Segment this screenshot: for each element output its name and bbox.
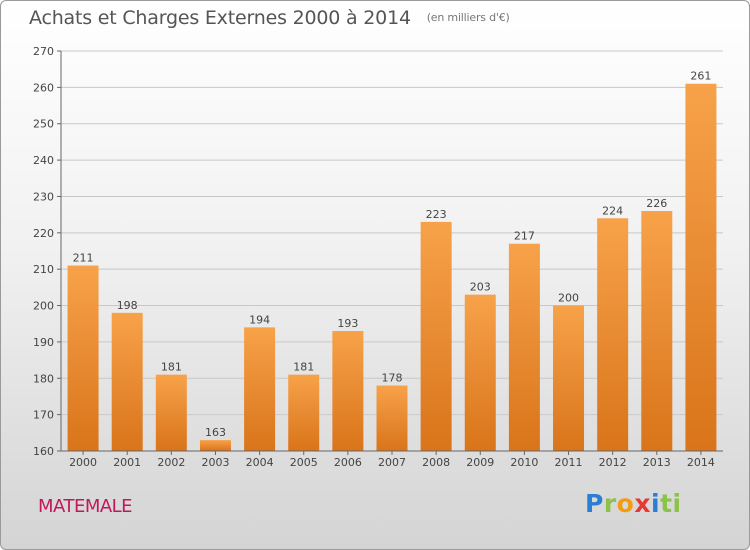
x-tick-label: 2001 xyxy=(113,456,141,469)
data-label: 261 xyxy=(690,70,711,83)
proxiti-logo: Proxiti xyxy=(585,489,682,518)
bar xyxy=(641,211,673,451)
x-tick-label: 2003 xyxy=(201,456,229,469)
logo-letter: ti xyxy=(660,489,682,518)
chart-title: Achats et Charges Externes 2000 à 2014 (… xyxy=(29,7,510,29)
bar xyxy=(199,440,231,451)
bar xyxy=(685,83,717,452)
data-label: 217 xyxy=(514,230,535,243)
logo-letter: i xyxy=(651,489,661,518)
y-axis: 160 170 180 190 200 210 220 230 240 250 260 270 xyxy=(33,45,62,458)
bar xyxy=(111,312,143,451)
x-tick-label: 2013 xyxy=(643,456,671,469)
x-tick-label: 2006 xyxy=(334,456,362,469)
y-tick-label: 180 xyxy=(33,372,54,385)
y-tick-label: 240 xyxy=(33,154,54,167)
y-tick-label: 250 xyxy=(33,118,54,131)
data-label: 203 xyxy=(470,281,491,294)
bar xyxy=(420,221,452,451)
commune-name: MATEMALE xyxy=(38,496,133,517)
data-label: 226 xyxy=(646,197,667,210)
x-tick-label: 2004 xyxy=(246,456,274,469)
y-tick-label: 200 xyxy=(33,300,54,313)
y-tick-label: 170 xyxy=(33,409,54,422)
bar xyxy=(67,265,99,451)
x-tick-label: 2011 xyxy=(555,456,583,469)
logo-letter: o xyxy=(616,489,635,518)
y-tick-label: 210 xyxy=(33,263,54,276)
data-label: 178 xyxy=(382,372,403,385)
data-label: 198 xyxy=(117,299,138,312)
x-axis: 2000 2001 2002 2003 2004 2005 2006 2007 2008 2009… xyxy=(61,450,723,469)
x-tick-label: 2010 xyxy=(510,456,538,469)
x-tick-label: 2007 xyxy=(378,456,406,469)
x-tick-label: 2012 xyxy=(599,456,627,469)
bar xyxy=(332,331,364,451)
data-label: 193 xyxy=(337,317,358,330)
chart-subtitle: (en milliers d'€) xyxy=(426,11,510,24)
data-label: 211 xyxy=(73,252,94,265)
y-tick-label: 230 xyxy=(33,190,54,203)
logo-letter: r xyxy=(603,489,617,518)
y-tick-label: 270 xyxy=(33,45,54,58)
x-tick-label: 2000 xyxy=(69,456,97,469)
data-label: 224 xyxy=(602,204,623,217)
bar xyxy=(155,374,187,451)
y-tick-label: 260 xyxy=(33,81,54,94)
y-tick-label: 220 xyxy=(33,227,54,240)
data-label: 163 xyxy=(205,426,226,439)
data-label: 194 xyxy=(249,313,270,326)
bar xyxy=(508,243,540,451)
data-label: 200 xyxy=(558,292,579,305)
bar xyxy=(376,385,408,451)
title-text: Achats et Charges Externes 2000 à 2014 xyxy=(29,7,411,29)
y-tick-label: 160 xyxy=(33,445,54,458)
bar xyxy=(288,374,320,451)
x-tick-label: 2002 xyxy=(157,456,185,469)
bar xyxy=(553,305,585,451)
data-label: 223 xyxy=(426,208,447,221)
x-tick-label: 2014 xyxy=(687,456,715,469)
bars: 211 198 181 163 194 181 193 178 223 203 217 200 224 2… xyxy=(67,70,717,452)
bar xyxy=(464,294,496,451)
x-tick-label: 2005 xyxy=(290,456,318,469)
bar xyxy=(597,218,629,451)
x-tick-label: 2009 xyxy=(466,456,494,469)
logo-letter: x xyxy=(634,489,651,518)
bar xyxy=(244,327,276,451)
data-label: 181 xyxy=(161,361,182,374)
logo-letter: P xyxy=(585,489,604,518)
data-label: 181 xyxy=(293,361,314,374)
x-tick-label: 2008 xyxy=(422,456,450,469)
y-tick-label: 190 xyxy=(33,336,54,349)
